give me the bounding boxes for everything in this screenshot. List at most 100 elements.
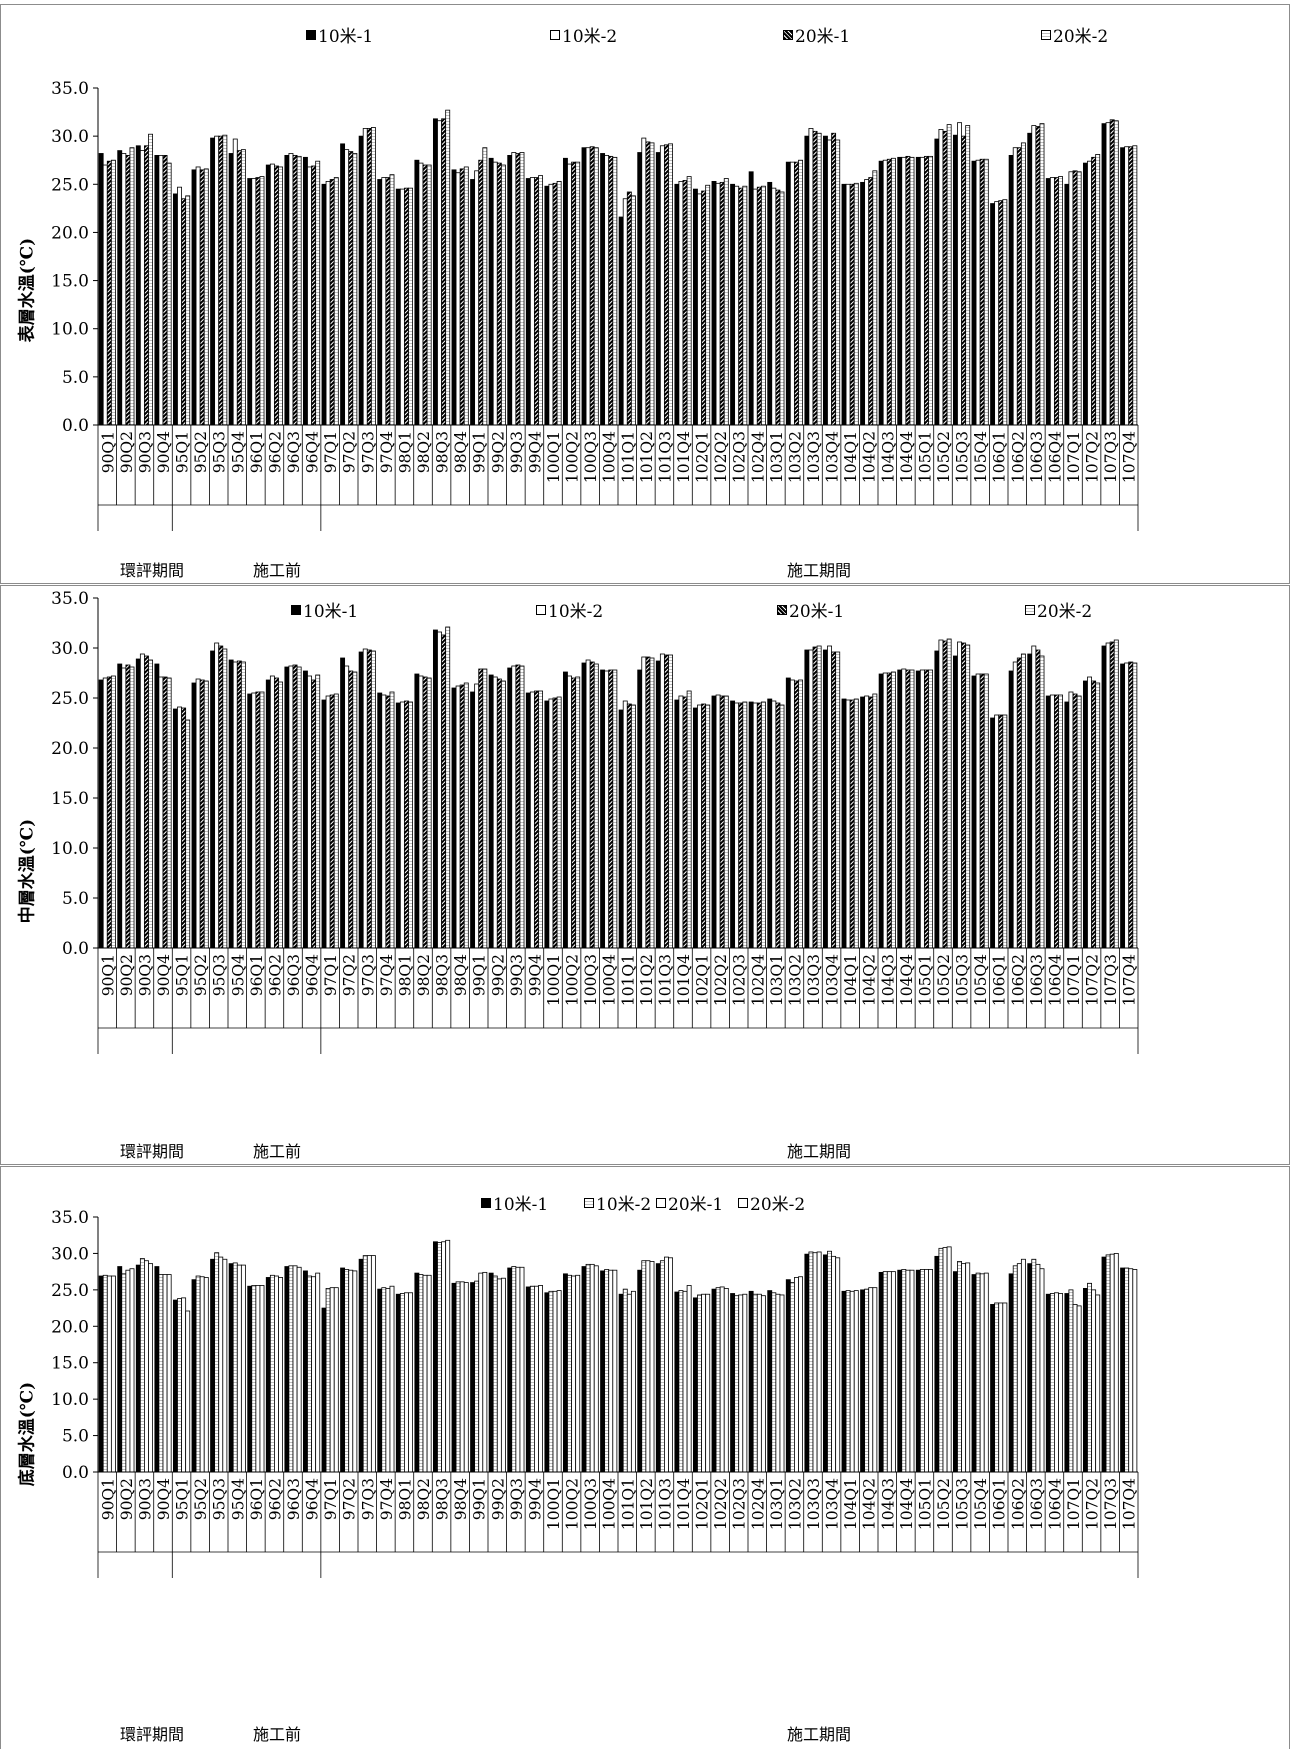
bar-2 — [529, 177, 535, 426]
x-tick-label: 103Q3 — [805, 431, 823, 483]
legend-swatch — [306, 29, 316, 40]
x-tick-label: 95Q4 — [229, 954, 247, 996]
bar-4 — [203, 168, 209, 426]
bar-2 — [139, 150, 145, 426]
bar-1 — [358, 135, 364, 426]
bar-3 — [199, 169, 205, 426]
bar-4 — [760, 185, 766, 426]
bar-2 — [585, 147, 591, 426]
bar-4 — [278, 1277, 284, 1473]
x-tick-label: 97Q4 — [378, 431, 396, 473]
bar-2 — [752, 188, 758, 426]
y-tick-label: 25.0 — [51, 175, 89, 195]
bar-4 — [1058, 176, 1064, 426]
bar-1 — [395, 702, 401, 949]
legend-swatch — [291, 604, 301, 615]
x-tick-label: 97Q3 — [359, 431, 377, 473]
y-tick-label: 10.0 — [51, 320, 89, 340]
legend-item-10m-1: 10米-1 — [481, 1190, 548, 1215]
bar-1 — [414, 673, 420, 949]
bar-2 — [102, 164, 108, 426]
chart-legend: 10米-1 10米-2 20米-1 20米-2 — [1, 1190, 1289, 1215]
bar-2 — [845, 699, 851, 949]
bar-1 — [488, 674, 494, 949]
bar-4 — [500, 164, 506, 426]
x-tick-label: 102Q4 — [749, 954, 767, 1006]
x-tick-label: 90Q4 — [155, 954, 173, 996]
bar-2 — [919, 156, 925, 426]
bar-1 — [284, 154, 290, 426]
bar-4 — [110, 1275, 116, 1473]
bar-2 — [567, 675, 572, 949]
bar-2 — [975, 673, 981, 949]
x-tick-label: 99Q1 — [471, 954, 489, 996]
y-tick-label: 30.0 — [51, 639, 89, 659]
bar-1 — [990, 1304, 996, 1473]
x-tick-label: 102Q1 — [694, 431, 712, 483]
x-tick-label: 97Q3 — [359, 1478, 377, 1520]
bar-4 — [538, 1285, 544, 1473]
bar-3 — [886, 1271, 892, 1473]
bar-4 — [1002, 199, 1008, 426]
bar-1 — [711, 695, 717, 949]
bar-3 — [682, 1290, 688, 1473]
bar-3 — [886, 158, 892, 426]
bar-1 — [655, 1263, 661, 1473]
y-tick-label: 0.0 — [62, 939, 89, 959]
bar-1 — [432, 118, 438, 426]
bar-4 — [928, 1269, 934, 1473]
bar-4 — [203, 680, 209, 949]
bar-3 — [366, 128, 372, 426]
chart-legend: 10米-1 10米-2 20米-1 20米-2 — [1, 22, 1289, 47]
bar-4 — [965, 125, 971, 426]
bar-1 — [432, 629, 438, 949]
bar-3 — [664, 144, 669, 426]
bar-4 — [370, 1255, 376, 1473]
bar-1 — [172, 193, 178, 426]
bar-1 — [451, 169, 457, 426]
bar-3 — [144, 1260, 149, 1473]
bar-2 — [827, 1250, 832, 1473]
bar-2 — [938, 639, 944, 949]
bar-4 — [909, 669, 915, 949]
legend-label: 10米-1 — [493, 1195, 549, 1215]
bar-2 — [771, 700, 777, 949]
bar-1 — [730, 1293, 736, 1473]
bar-1 — [841, 698, 847, 949]
bar-1 — [228, 153, 234, 426]
bar-4 — [909, 156, 915, 426]
bar-3 — [1072, 1304, 1078, 1473]
bar-4 — [315, 674, 321, 949]
bar-4 — [612, 1269, 618, 1473]
bar-3 — [181, 707, 187, 949]
bar-1 — [432, 1241, 438, 1473]
bar-1 — [1008, 670, 1014, 949]
bar-3 — [905, 669, 911, 949]
bar-3 — [868, 696, 874, 949]
bar-3 — [589, 1263, 595, 1473]
x-tick-label: 96Q3 — [285, 431, 303, 473]
bar-3 — [348, 670, 354, 949]
bar-3 — [979, 158, 985, 426]
bar-1 — [1045, 1293, 1051, 1473]
bar-1 — [1064, 183, 1070, 426]
x-tick-label: 104Q1 — [842, 1478, 860, 1530]
bar-3 — [329, 1287, 335, 1473]
bar-4 — [890, 671, 896, 949]
bar-3 — [701, 703, 707, 949]
bar-4 — [742, 701, 748, 949]
bar-2 — [901, 156, 907, 426]
bar-3 — [348, 151, 354, 426]
bar-2 — [715, 1287, 721, 1473]
bar-3 — [1072, 170, 1078, 426]
bar-4 — [445, 626, 451, 949]
bar-3 — [1091, 1289, 1097, 1473]
bar-4 — [593, 1265, 599, 1473]
bar-1 — [748, 171, 754, 426]
bar-1 — [395, 188, 401, 426]
bar-1 — [117, 663, 123, 949]
x-tick-label: 102Q1 — [694, 954, 712, 1006]
bar-2 — [1124, 1267, 1130, 1473]
bar-4 — [556, 180, 562, 426]
bar-2 — [827, 645, 832, 949]
